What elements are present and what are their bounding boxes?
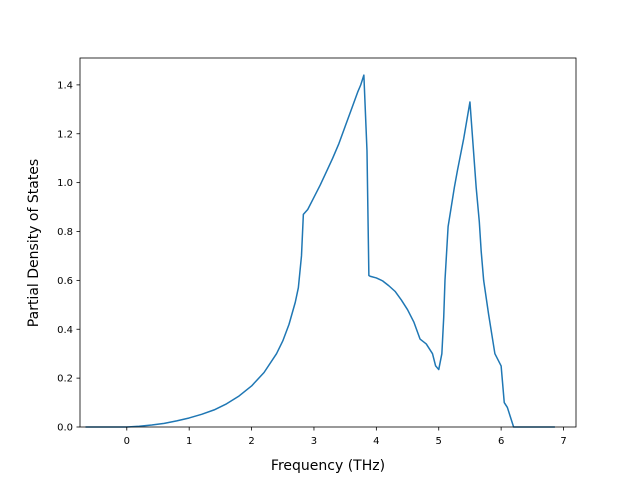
y-tick-label: 1.4 <box>57 80 73 91</box>
x-tick-label: 5 <box>436 436 442 447</box>
x-tick-label: 1 <box>186 436 192 447</box>
x-tick-label: 6 <box>498 436 504 447</box>
x-axis-title: Frequency (THz) <box>271 458 385 474</box>
axes-frame <box>79 57 577 428</box>
x-tick-label: 4 <box>373 436 379 447</box>
x-tick-label: 2 <box>248 436 254 447</box>
y-axis-title: Partial Density of States <box>26 159 42 327</box>
x-tick-label: 7 <box>560 436 566 447</box>
y-tick-label: 1.2 <box>57 129 73 140</box>
y-tick-label: 1.0 <box>57 178 73 189</box>
y-tick-label: 0.4 <box>57 325 73 336</box>
y-tick-label: 0.2 <box>57 374 73 385</box>
series-line-0 <box>85 74 555 428</box>
ticks-group: 0 1 2 3 4 5 6 7 0.0 0.2 0.4 0.6 0.8 1.0 1.2 1.4 <box>57 80 567 447</box>
y-tick-label: 0.6 <box>57 276 73 287</box>
y-tick-label: 0.0 <box>57 423 73 434</box>
plot-area <box>79 57 577 428</box>
y-tick-label: 0.8 <box>57 227 73 238</box>
x-tick-label: 0 <box>124 436 130 447</box>
x-tick-label: 3 <box>311 436 317 447</box>
